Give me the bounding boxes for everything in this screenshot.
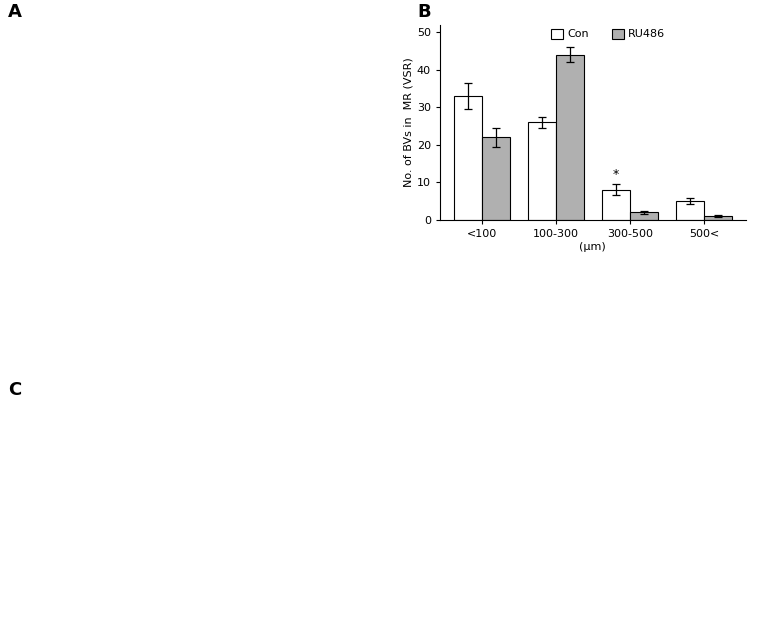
Text: *: * [613, 168, 619, 181]
Bar [630, 212, 658, 220]
Legend: Con, RU486: Con, RU486 [549, 27, 668, 41]
Bar [482, 137, 510, 220]
Bar [528, 122, 556, 220]
Text: B: B [417, 3, 431, 21]
Bar [556, 54, 584, 220]
X-axis label: (μm): (μm) [580, 241, 606, 251]
Text: C: C [8, 381, 21, 399]
Bar [454, 96, 482, 220]
Bar [602, 190, 630, 220]
Bar [704, 216, 732, 220]
Y-axis label: No. of BVs in  MR (VSR): No. of BVs in MR (VSR) [404, 58, 414, 187]
Text: A: A [8, 3, 21, 21]
Bar [675, 201, 704, 220]
